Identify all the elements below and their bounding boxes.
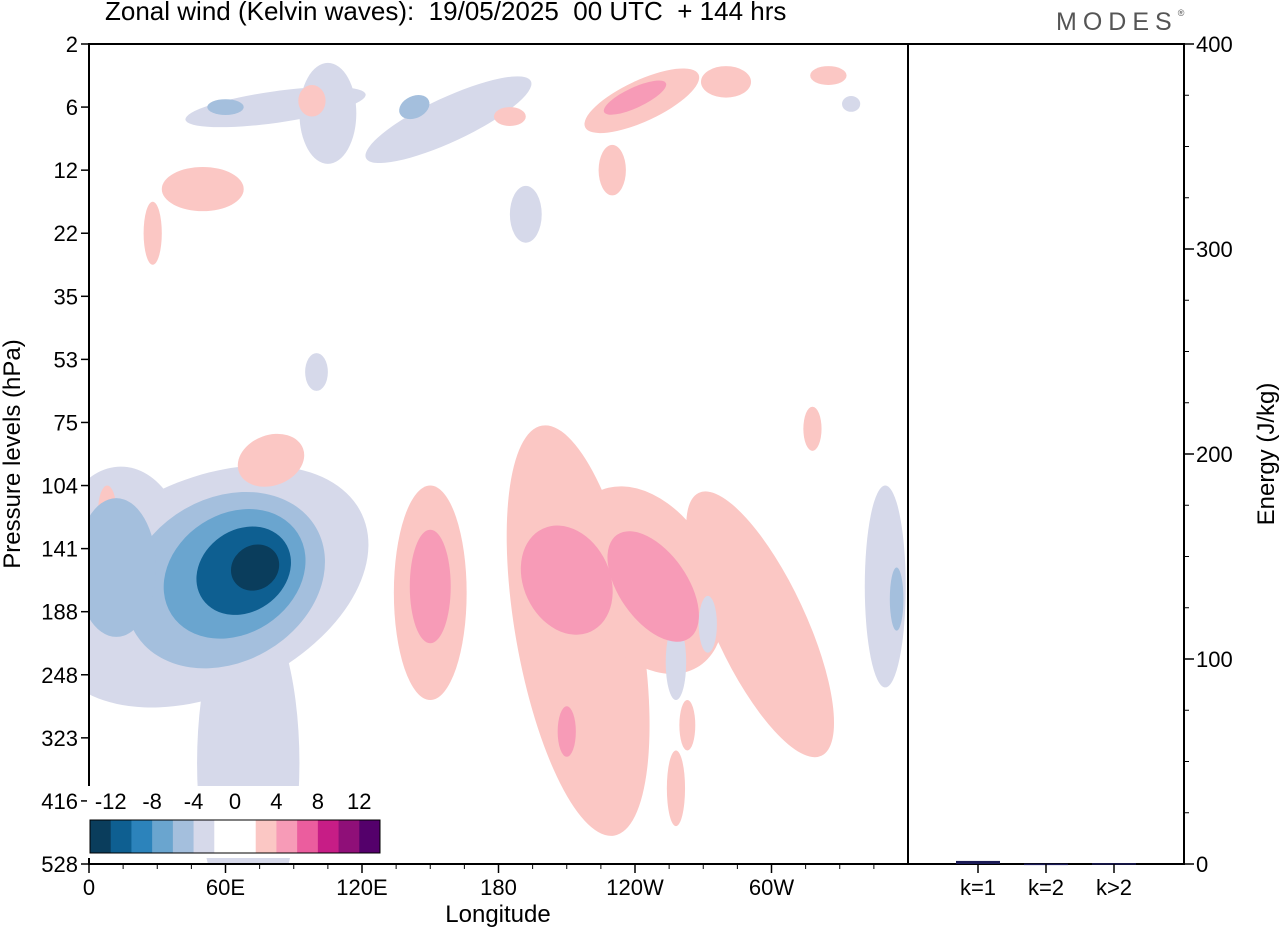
- y-tick-label: 323: [41, 726, 78, 751]
- y-tick-label: 104: [41, 474, 78, 499]
- energy-tick-label: 100: [1196, 647, 1233, 672]
- x-tick-label: 60E: [206, 875, 245, 900]
- y-axis-label: Pressure levels (hPa): [0, 339, 26, 568]
- colorbar-swatch: [235, 820, 257, 853]
- energy-tick-label: 400: [1196, 32, 1233, 57]
- energy-bar: [1092, 863, 1136, 865]
- contour-region: [409, 529, 451, 644]
- contour-region: [803, 406, 822, 451]
- energy-tick-label: 200: [1196, 442, 1233, 467]
- contour-region: [603, 80, 667, 115]
- x-tick-label: 60W: [749, 875, 794, 900]
- contour-region: [305, 353, 328, 391]
- x-tick-label: 120W: [606, 875, 664, 900]
- contour-region: [89, 498, 157, 637]
- energy-tick-label: 300: [1196, 237, 1233, 262]
- x-tick-label: 180: [480, 875, 517, 900]
- contour-region: [493, 107, 526, 126]
- x-axis: 0 60E 120E 180 120W 60W: [83, 864, 875, 900]
- colorbar-swatch: [90, 820, 112, 853]
- y-tick-label: 528: [41, 852, 78, 877]
- contour-region: [399, 95, 430, 120]
- energy-category-label: k=1: [960, 875, 996, 900]
- y-tick-label: 53: [54, 347, 78, 372]
- colorbar-label: 12: [347, 789, 371, 814]
- y-tick-label: 188: [41, 600, 78, 625]
- y-tick-label: 416: [41, 789, 78, 814]
- contour-region: [207, 99, 244, 115]
- colorbar-swatch: [276, 820, 298, 853]
- y-tick-label: 12: [54, 158, 78, 183]
- contour-region: [607, 531, 699, 642]
- contour-region: [698, 595, 717, 653]
- colorbar-label: -4: [184, 789, 204, 814]
- colorbar-swatch: [152, 820, 174, 853]
- colorbar-swatch: [317, 820, 339, 853]
- y-tick-label: 75: [54, 410, 78, 435]
- colorbar-swatch: [131, 820, 153, 853]
- contour-region: [810, 66, 847, 85]
- colorbar-label: 8: [312, 789, 324, 814]
- y-tick-label: 22: [54, 221, 78, 246]
- contour-region: [298, 85, 326, 117]
- colorbar-swatch: [193, 820, 215, 853]
- colorbar-swatch: [110, 820, 132, 853]
- brand-name: MODES: [1056, 8, 1178, 36]
- energy-bars: k=1 k=2 k>2: [956, 860, 1136, 900]
- energy-category-label: k>2: [1096, 875, 1132, 900]
- y-axis: 2 6 12 22 35 53 75 104 141 188 248 323 416 528: [41, 32, 89, 877]
- contour-region: [700, 66, 752, 98]
- y-tick-label: 141: [41, 537, 78, 562]
- contour-region: [365, 76, 532, 164]
- colorbar-label: 4: [270, 789, 282, 814]
- registered-mark: ®: [1177, 8, 1185, 18]
- chart-title: Zonal wind (Kelvin waves): 19/05/2025 00…: [105, 0, 787, 26]
- energy-bar: [956, 860, 1000, 864]
- contour-region: [889, 567, 904, 631]
- y-tick-label: 2: [66, 32, 78, 57]
- contour-region: [520, 525, 613, 635]
- colorbar-label: 0: [229, 789, 241, 814]
- contour-region: [665, 624, 687, 701]
- contour-region: [686, 491, 835, 758]
- colorbar-swatch: [359, 820, 381, 853]
- contour-region: [864, 485, 906, 688]
- modes-logo: MODES®: [1056, 8, 1184, 37]
- contour-region: [509, 185, 542, 243]
- x-axis-label: Longitude: [445, 901, 550, 928]
- contour-region: [237, 433, 305, 487]
- contour-field: [89, 62, 906, 864]
- energy-axis: 0 100 200 300 400: [1184, 32, 1233, 877]
- colorbar-label: -8: [142, 789, 162, 814]
- colorbar-swatch: [172, 820, 194, 853]
- colorbar-swatch: [338, 820, 360, 853]
- y-tick-label: 6: [66, 95, 78, 120]
- colorbar: -12 -8 -4 0 4 8 12: [87, 786, 383, 858]
- colorbar-swatch: [297, 820, 319, 853]
- contour-region: [842, 96, 861, 112]
- colorbar-frame: [89, 819, 381, 854]
- contour-region: [161, 167, 244, 212]
- colorbar-swatch: [255, 820, 277, 853]
- energy-category-label: k=2: [1028, 875, 1064, 900]
- contour-region: [666, 750, 686, 827]
- colorbar-label: -12: [95, 789, 127, 814]
- contour-region: [679, 700, 696, 751]
- contour-region: [598, 144, 626, 196]
- x-tick-label: 0: [83, 875, 95, 900]
- y-tick-label: 248: [41, 663, 78, 688]
- colorbar-swatch: [214, 820, 236, 853]
- x-tick-label: 120E: [336, 875, 387, 900]
- contour-region: [143, 201, 162, 265]
- energy-axis-label: Energy (J/kg): [1253, 383, 1280, 526]
- contour-region: [230, 544, 280, 591]
- energy-tick-label: 0: [1196, 852, 1208, 877]
- contour-region: [557, 706, 576, 757]
- energy-plot-frame: [907, 43, 1185, 865]
- y-tick-label: 35: [54, 284, 78, 309]
